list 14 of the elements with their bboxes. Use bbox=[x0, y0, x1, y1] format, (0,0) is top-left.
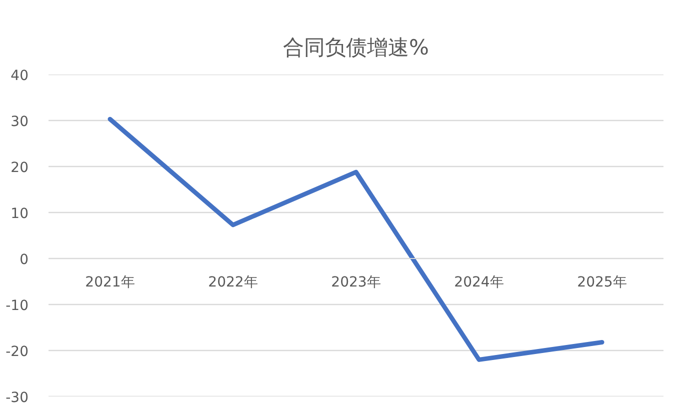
y-tick-label: 40 bbox=[10, 68, 29, 84]
x-tick-label: 2022年 bbox=[208, 274, 258, 290]
chart-title: 合同负债增速% bbox=[283, 36, 429, 60]
x-tick-label: 2024年 bbox=[454, 274, 504, 290]
y-tick-label: 0 bbox=[20, 252, 29, 268]
x-tick-label: 2021年 bbox=[85, 274, 135, 290]
y-tick-label: -30 bbox=[6, 390, 29, 406]
y-tick-label: -10 bbox=[6, 298, 29, 314]
x-tick-label: 2025年 bbox=[577, 274, 627, 290]
y-tick-label: 10 bbox=[10, 206, 29, 222]
y-tick-label: 30 bbox=[10, 114, 29, 130]
y-tick-label: -20 bbox=[6, 344, 29, 360]
x-tick-label: 2023年 bbox=[331, 274, 381, 290]
y-tick-label: 20 bbox=[10, 160, 29, 176]
